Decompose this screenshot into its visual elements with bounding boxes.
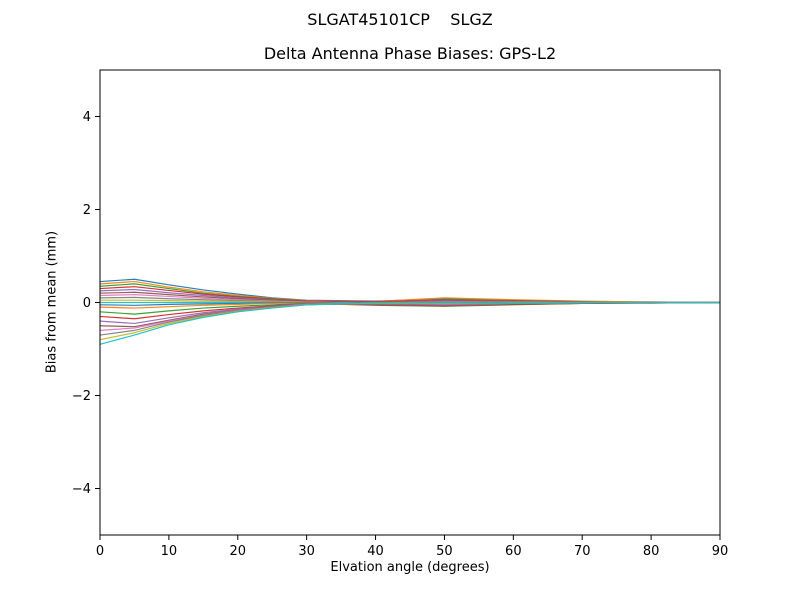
x-tick-label: 20 [230, 544, 247, 559]
figure-title: SLGAT45101CP SLGZ [307, 10, 493, 29]
x-tick-label: 40 [367, 544, 384, 559]
y-tick-label: 2 [83, 203, 91, 218]
axes-title: Delta Antenna Phase Biases: GPS-L2 [263, 44, 557, 63]
y-tick-label: −2 [72, 389, 91, 404]
y-tick-label: 0 [83, 296, 91, 311]
y-axis-label: Bias from mean (mm) [44, 230, 60, 374]
data-line [99, 301, 720, 331]
x-tick-label: 0 [96, 544, 104, 559]
y-tick-label: −4 [72, 482, 91, 497]
y-tick-label: 4 [83, 110, 91, 125]
x-tick-label: 30 [298, 544, 315, 559]
x-tick-label: 70 [574, 544, 591, 559]
x-tick-label: 80 [643, 544, 660, 559]
x-tick-label: 10 [161, 544, 178, 559]
data-line [99, 301, 720, 341]
x-tick-label: 60 [505, 544, 522, 559]
x-tick-label: 90 [712, 544, 729, 559]
x-axis-label: Elvation angle (degrees) [330, 560, 490, 575]
data-line [99, 301, 720, 345]
x-tick-label: 50 [436, 544, 453, 559]
